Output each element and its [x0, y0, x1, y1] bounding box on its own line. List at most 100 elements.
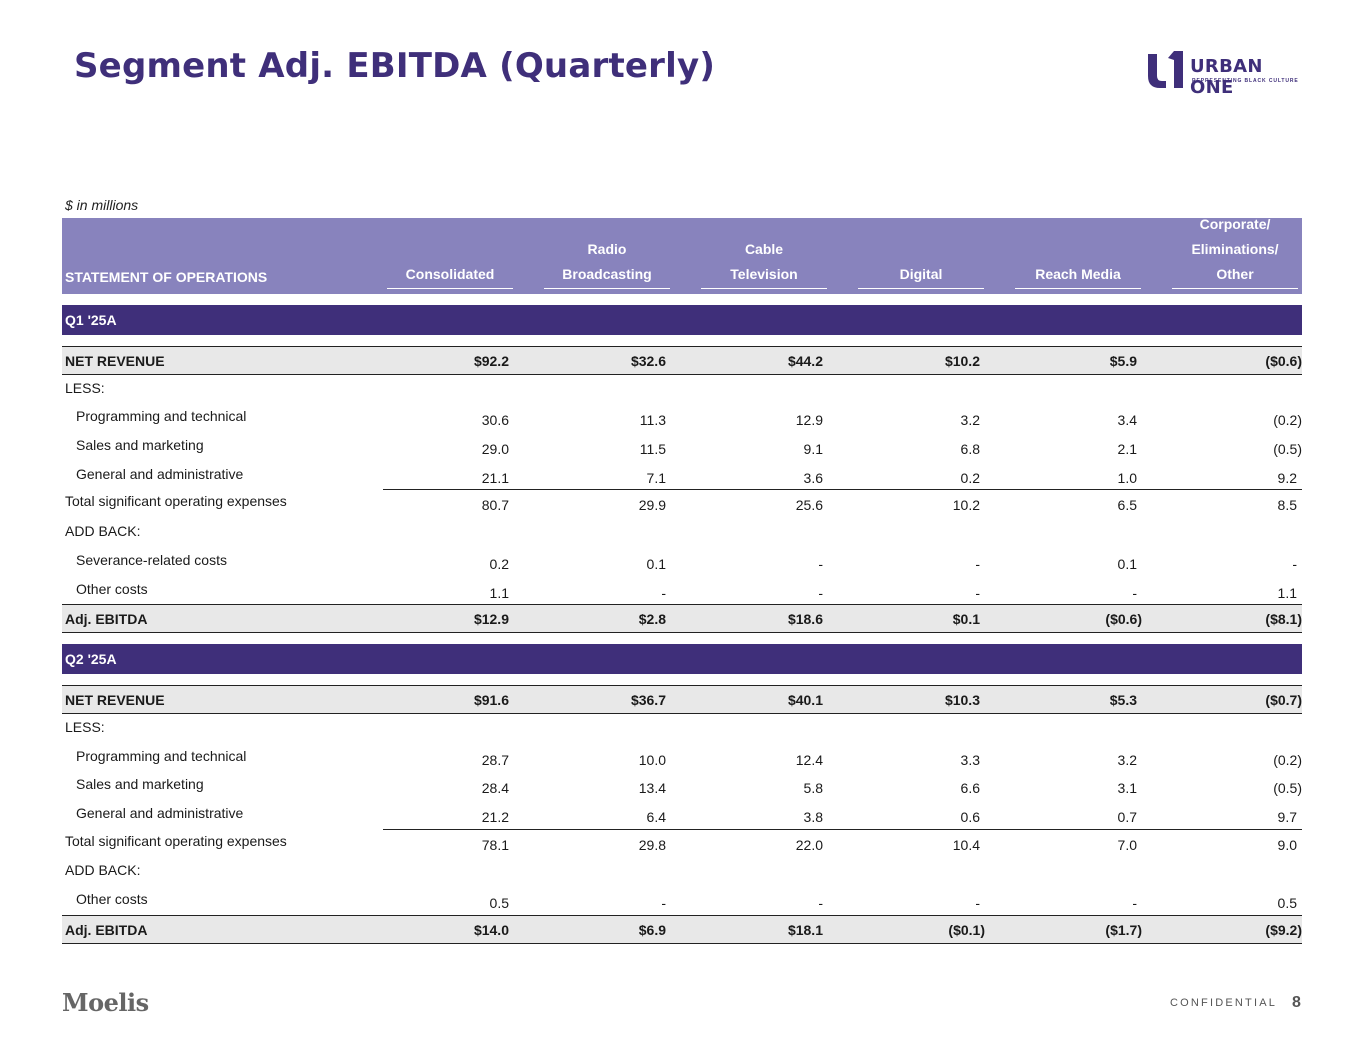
row-value: -: [818, 895, 823, 911]
row-label: Severance-related costs: [76, 551, 227, 568]
row-value: ($0.6): [1105, 611, 1142, 628]
row-value: -: [661, 895, 666, 911]
row-value: 3.6: [803, 469, 823, 486]
table-row: Total significant operating expenses 80.7…: [62, 489, 1302, 518]
column-header: Consolidated: [387, 212, 513, 289]
table-row: Sales and marketing 28.4 13.4 5.8 6.6 3.1 (0.5…: [62, 771, 1302, 800]
row-label: Adj. EBITDA: [65, 611, 148, 628]
table-row: ADD BACK:: [62, 857, 1302, 886]
logo-wordmark: URBAN ONE: [1190, 56, 1263, 98]
column-header-line: [701, 212, 827, 237]
table-row: Severance-related costs 0.2 0.1 - - 0.1 -: [62, 547, 1302, 576]
row-value: 0.1: [646, 555, 666, 572]
row-label: Total significant operating expenses: [65, 832, 287, 849]
q2-rows: NET REVENUE $91.6 $36.7 $40.1 $10.3 $5.3 ($0.7…: [62, 685, 1302, 944]
row-value: $91.6: [473, 692, 509, 709]
row-value: 21.2: [481, 808, 509, 825]
row-value: 13.4: [638, 780, 666, 797]
column-header-line: [1015, 237, 1141, 262]
row-value: $18.1: [787, 921, 823, 938]
row-value: 12.4: [795, 751, 823, 768]
row-label: Sales and marketing: [76, 437, 204, 454]
row-value: -: [1132, 584, 1137, 601]
row-value: 0.1: [1117, 555, 1137, 572]
column-header-line: Radio: [587, 241, 627, 257]
row-label: NET REVENUE: [65, 353, 165, 369]
row-value: $5.9: [1109, 353, 1137, 369]
row-value: 8.5: [1277, 497, 1297, 514]
table-header: STATEMENT OF OPERATIONS Consolidated Radi…: [62, 216, 1302, 294]
q1-rows: NET REVENUE $92.2 $32.6 $44.2 $10.2 $5.9 ($0.6…: [62, 346, 1302, 634]
row-value: -: [818, 555, 823, 572]
row-value: 7.0: [1117, 836, 1137, 853]
row-value: $12.9: [473, 611, 509, 628]
row-value: 78.1: [481, 836, 509, 853]
row-value: 21.1: [481, 469, 509, 486]
row-value: $10.2: [944, 353, 980, 369]
segment-ebitda-table: STATEMENT OF OPERATIONS Consolidated Radi…: [62, 216, 1302, 944]
table-row: Other costs 1.1 - - - - 1.1: [62, 576, 1302, 605]
row-value: 29.8: [638, 836, 666, 853]
row-value: -: [1132, 895, 1137, 911]
column-header-line: Cable: [744, 241, 784, 257]
table-row: ADD BACK:: [62, 518, 1302, 547]
row-value: 1.1: [489, 584, 509, 601]
quarter-band-q1: Q1 '25A: [62, 305, 1302, 335]
table-row: Adj. EBITDA $12.9 $2.8 $18.6 $0.1 ($0.6) ($8.1…: [62, 604, 1302, 634]
row-value: ($0.1): [948, 921, 985, 938]
row-label: LESS:: [65, 718, 105, 735]
row-value: $32.6: [630, 353, 666, 369]
row-value: $2.8: [638, 611, 666, 628]
row-label: Other costs: [76, 891, 148, 907]
row-value: 3.1: [1117, 780, 1137, 797]
row-value: $18.6: [787, 611, 823, 628]
row-value: 3.2: [1117, 751, 1137, 768]
row-value: 6.5: [1117, 497, 1137, 514]
row-value: ($9.2): [1265, 921, 1302, 938]
table-row: LESS:: [62, 375, 1302, 404]
row-label: Adj. EBITDA: [65, 921, 148, 938]
row-label: Sales and marketing: [76, 776, 204, 793]
page-number: 8: [1292, 994, 1301, 1011]
row-value: (0.5): [1273, 441, 1302, 458]
row-value: $14.0: [473, 921, 509, 938]
column-header-title: Television: [701, 262, 827, 289]
row-value: 6.4: [646, 808, 666, 825]
row-value: 9.7: [1277, 808, 1297, 825]
urban-one-logo-icon: [1148, 51, 1183, 88]
quarter-band-label: Q2 '25A: [65, 651, 117, 668]
row-value: 0.2: [960, 469, 980, 486]
row-value: 0.7: [1117, 808, 1137, 825]
row-value: 3.2: [960, 412, 980, 429]
table-row: Programming and technical 30.6 11.3 12.9 3.2…: [62, 403, 1302, 432]
units-note: $ in millions: [65, 197, 139, 213]
row-value: 22.0: [795, 836, 823, 853]
table-row: Total significant operating expenses 78.1…: [62, 828, 1302, 858]
row-value: 2.1: [1117, 441, 1137, 458]
row-value: $0.1: [952, 611, 980, 628]
row-value: $40.1: [787, 692, 823, 709]
column-header: Digital: [858, 212, 984, 289]
logo-tagline: REPRESENTING BLACK CULTURE: [1192, 78, 1299, 84]
column-header-title: Other: [1172, 262, 1298, 289]
row-value: 25.6: [795, 497, 823, 514]
row-value: -: [975, 584, 980, 601]
row-value: -: [975, 895, 980, 911]
row-value: 7.1: [646, 469, 666, 486]
row-value: 10.0: [638, 751, 666, 768]
row-value: $5.3: [1109, 692, 1137, 709]
column-header-line: [1015, 212, 1141, 237]
row-value: 28.7: [481, 751, 509, 768]
column-header-line: [858, 237, 984, 262]
column-header-line: Corporate/: [1199, 216, 1271, 232]
row-value: 0.2: [489, 555, 509, 572]
column-header-line: [544, 212, 670, 237]
row-value: ($0.6): [1265, 353, 1302, 369]
row-label: Total significant operating expenses: [65, 493, 287, 510]
row-value: $10.3: [944, 692, 980, 709]
table-row: Programming and technical 28.7 10.0 12.4 3.3…: [62, 743, 1302, 772]
row-label: Other costs: [76, 580, 148, 597]
column-header-title: Consolidated: [387, 262, 513, 289]
row-value: (0.2): [1273, 412, 1302, 429]
row-label: ADD BACK:: [65, 523, 141, 540]
